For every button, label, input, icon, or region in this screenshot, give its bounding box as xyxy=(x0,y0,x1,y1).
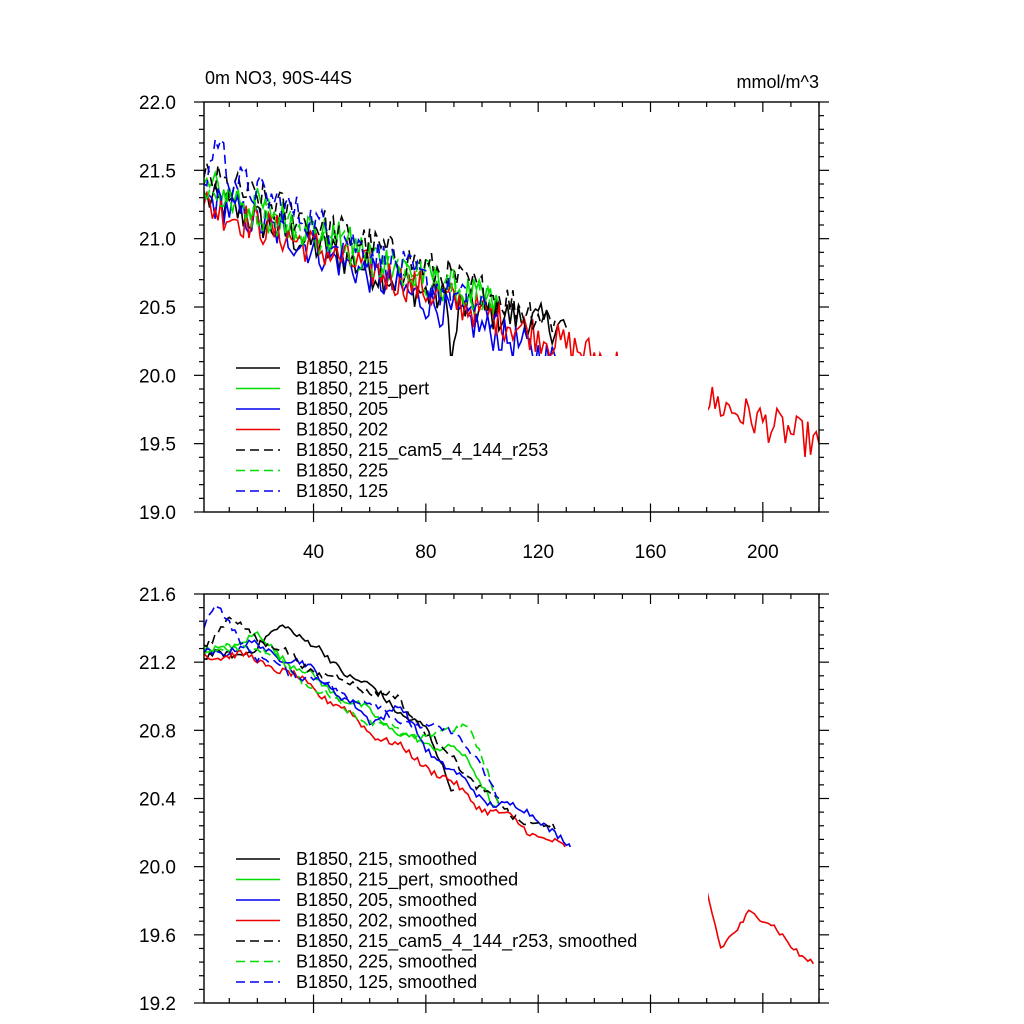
x-tick-label: 200 xyxy=(747,542,779,563)
legend-label: B1850, 215_pert, smoothed xyxy=(296,870,518,891)
legend-label: B1850, 205, smoothed xyxy=(296,890,477,910)
y-tick-label: 20.0 xyxy=(139,366,176,387)
y-tick-label: 20.0 xyxy=(139,858,176,879)
series-lines xyxy=(204,603,815,965)
series-line-4 xyxy=(204,649,815,965)
x-tick-label: 160 xyxy=(635,542,667,563)
legend-label: B1850, 125 xyxy=(296,481,388,501)
y-tick-label: 21.6 xyxy=(139,585,176,606)
bottom-panel: 19.2 19.6 20.0 20.4 20.8 21.2 21.6 B1850, 215, … xyxy=(139,585,829,1015)
legend-label: B1850, 205 xyxy=(296,399,388,419)
x-axis xyxy=(228,594,820,1013)
y-tick-label: 20.5 xyxy=(139,298,176,319)
series-line-3 xyxy=(204,639,629,888)
legend-label: B1850, 225, smoothed xyxy=(296,952,477,972)
series-line-6 xyxy=(204,185,500,316)
legend-label: B1850, 202, smoothed xyxy=(296,911,477,931)
series-line-4 xyxy=(204,190,819,457)
legend-label: B1850, 215 xyxy=(296,358,388,378)
y-tick-label: 19.2 xyxy=(139,994,176,1015)
y-tick-label: 21.0 xyxy=(139,230,176,251)
series-line-7 xyxy=(204,138,500,331)
y-tick-label: 22.0 xyxy=(139,93,176,114)
legend-label: B1850, 215_pert xyxy=(296,379,429,400)
legend-label: B1850, 215_cam5_4_144_r253, smoothed xyxy=(296,931,637,952)
series-lines xyxy=(204,138,819,457)
legend-label: B1850, 225 xyxy=(296,461,388,481)
top-panel: 40 80 120 160 200 19.0 19.5 20.0 20.5 21.0 21.5 22.… xyxy=(139,93,829,563)
series-line-7 xyxy=(204,603,500,800)
legend-label: B1850, 215, smoothed xyxy=(296,849,477,869)
y-tick-label: 21.5 xyxy=(139,161,176,182)
y-tick-label: 20.8 xyxy=(139,721,176,742)
y-tick-label: 20.4 xyxy=(139,790,176,811)
y-tick-label: 19.6 xyxy=(139,926,176,947)
y-axis: 19.2 19.6 20.0 20.4 20.8 21.2 21.6 xyxy=(139,585,829,1015)
x-axis: 40 80 120 160 200 xyxy=(228,102,820,563)
series-line-5 xyxy=(204,163,556,333)
legend-label: B1850, 202 xyxy=(296,420,388,440)
legend-label: B1850, 215_cam5_4_144_r253 xyxy=(296,440,548,461)
x-tick-label: 40 xyxy=(303,542,324,563)
legend-background xyxy=(228,847,708,995)
y-tick-label: 19.5 xyxy=(139,435,176,456)
y-axis: 19.0 19.5 20.0 20.5 21.0 21.5 22.0 xyxy=(139,93,829,524)
x-tick-label: 120 xyxy=(522,542,554,563)
y-tick-label: 19.0 xyxy=(139,503,176,524)
top-panel-title: 0m NO3, 90S-44S xyxy=(205,68,352,88)
legend-label: B1850, 125, smoothed xyxy=(296,972,477,992)
top-panel-units: mmol/m^3 xyxy=(737,72,819,92)
legend-background xyxy=(228,356,708,504)
x-tick-label: 80 xyxy=(415,542,436,563)
y-tick-label: 21.2 xyxy=(139,653,176,674)
